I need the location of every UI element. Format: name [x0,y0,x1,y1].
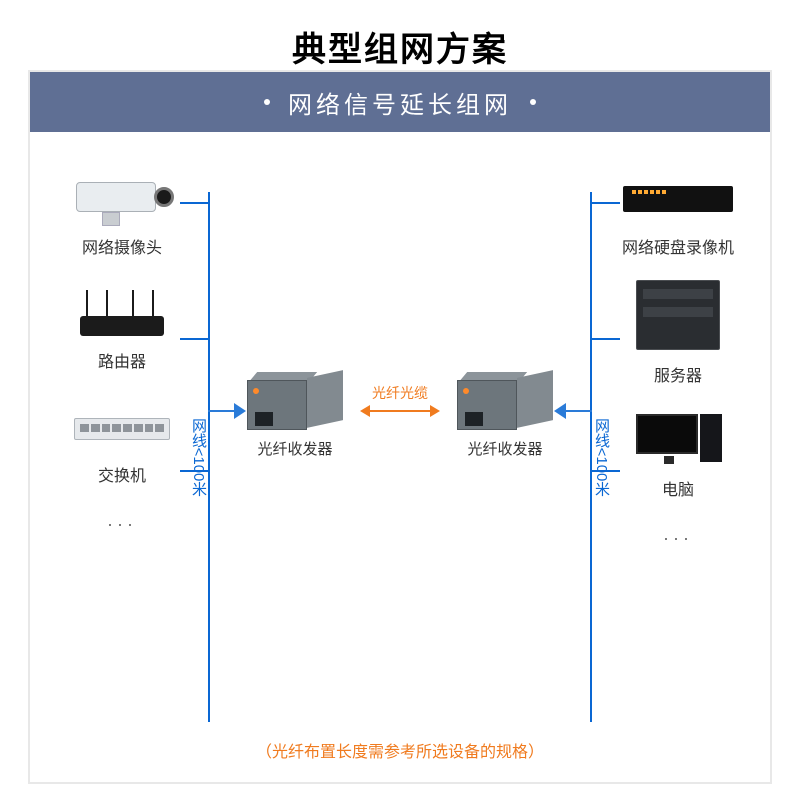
server-icon [628,286,728,356]
footnote: （光纤布置长度需参考所选设备的规格） [30,738,770,762]
diagram-area: 网络摄像头 路由器 交换机 ··· [30,132,770,782]
device-label: 服务器 [654,362,702,386]
device-server: 服务器 [628,286,728,386]
fiber-label: 光纤光缆 [372,383,428,403]
transceiver-left: 光纤收发器 [230,372,360,459]
diagram-panel: 网络信号延长组网 网络摄像头 路由器 [28,70,772,784]
fiber-link: 光纤光缆 [366,407,434,415]
device-router: 路由器 [72,286,172,372]
title-text: 典型组网方案 [292,31,508,69]
connector-line [180,470,208,472]
left-device-column: 网络摄像头 路由器 交换机 ··· [52,172,192,535]
banner-text: 网络信号延长组网 [288,85,512,120]
page-title: 典型组网方案 [0,0,800,71]
banner: 网络信号延长组网 [30,72,770,132]
bus-label: 网线<100米 [591,418,612,497]
transceiver-icon [247,372,343,432]
dot-icon [530,99,536,105]
bus-line-left: 网线<100米 [208,192,210,722]
nvr-icon [628,172,728,228]
device-label: 路由器 [98,348,146,372]
connector-line [592,338,620,340]
bus-line-right: 网线<100米 [590,192,592,722]
device-switch: 交换机 [72,400,172,486]
transceiver-right: 光纤收发器 [440,372,570,459]
pc-icon [628,414,728,470]
ellipsis: ··· [663,528,693,549]
connector-line [180,202,208,204]
router-icon [72,286,172,342]
fiber-line [366,410,434,412]
device-pc: 电脑 [628,414,728,500]
device-label: 交换机 [98,462,146,486]
device-label: 电脑 [662,476,694,500]
connector-line [592,470,620,472]
ellipsis: ··· [107,514,137,535]
camera-icon [72,172,172,228]
transceiver-icon [457,372,553,432]
transceiver-label: 光纤收发器 [467,438,542,459]
device-camera: 网络摄像头 [72,172,172,258]
transceiver-label: 光纤收发器 [257,438,332,459]
right-device-column: 网络硬盘录像机 服务器 电脑 ··· [608,172,748,549]
dot-icon [264,99,270,105]
device-label: 网络硬盘录像机 [622,234,734,258]
bus-label: 网线<100米 [188,418,209,497]
switch-icon [72,400,172,456]
connector-line [180,338,208,340]
footnote-text: （光纤布置长度需参考所选设备的规格） [256,744,544,761]
connector-line [592,202,620,204]
device-nvr: 网络硬盘录像机 [622,172,734,258]
device-label: 网络摄像头 [82,234,162,258]
